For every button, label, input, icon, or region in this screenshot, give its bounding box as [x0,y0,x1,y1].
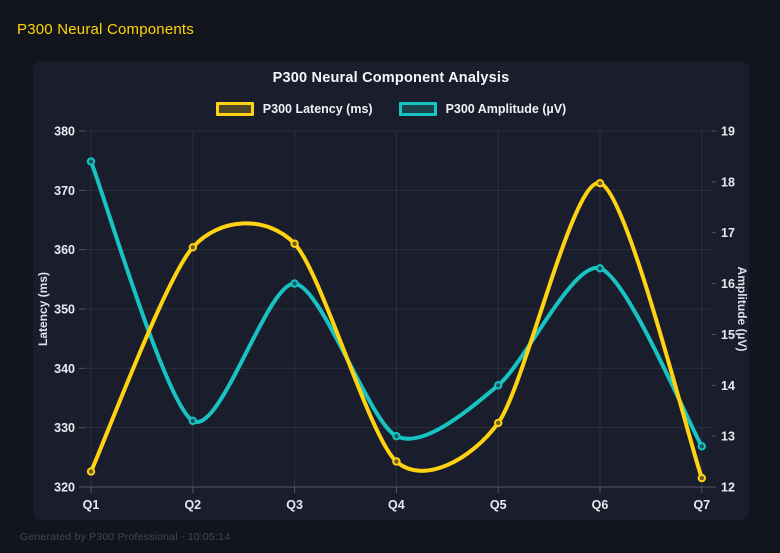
data-point [697,442,706,451]
data-point [494,381,503,390]
legend-swatch [398,102,437,116]
x-axis-tick-label: Q5 [490,498,507,512]
x-axis-tick-label: Q6 [592,498,609,512]
data-point [290,239,299,248]
footer-note: Generated by P300 Professional - 10:05:1… [20,531,231,543]
chart-title: P300 Neural Component Analysis [272,70,510,86]
chart-legend: P300 Latency (ms) P300 Amplitude (µV) [33,102,749,116]
x-axis-tick-label: Q2 [184,498,201,512]
chart-plot-area: 320 330 340 350 360 370 380 Q1 Q2 Q3 Q4 Q5 Q6 Q7 12 13 1… [36,125,749,513]
left-axis-title: Latency (ms) [36,272,50,346]
right-axis-tick-label: 14 [721,379,735,393]
right-axis-tick-label: 19 [721,125,735,139]
legend-item[interactable]: P300 Amplitude (µV) [398,102,567,116]
legend-swatch [215,102,254,116]
data-point [392,431,401,441]
left-axis-tick-label: 380 [54,125,75,139]
right-axis-tick-label: 12 [721,481,735,495]
right-axis-tick-label: 17 [721,226,735,240]
left-axis-tick-label: 330 [54,421,75,435]
x-axis-tick-label: Q4 [388,498,405,512]
left-axis-tick-label: 320 [54,481,75,495]
x-axis-tick-label: Q1 [83,498,100,512]
data-point [697,473,706,483]
right-axis-title: Amplitude (µV) [735,267,749,352]
data-point [595,179,605,188]
x-axis-tick-label: Q7 [693,498,710,512]
right-axis-tick-label: 13 [721,430,735,444]
left-axis-tick-label: 350 [54,303,75,317]
right-axis-tick-label: 15 [721,328,735,342]
left-axis-tick-label: 360 [54,243,75,257]
page-title: P300 Neural Components [17,21,195,38]
data-point [188,243,198,252]
right-axis-tick-label: 18 [721,175,735,189]
x-axis-tick-label: Q3 [286,498,303,512]
legend-item[interactable]: P300 Latency (ms) [215,102,373,116]
right-axis-tick-label: 16 [721,277,735,291]
legend-label: P300 Amplitude (µV) [445,102,567,116]
data-point [595,264,605,273]
data-point [392,457,401,466]
data-point [494,418,503,428]
left-axis-tick-label: 370 [54,184,75,198]
chart-panel: 320 330 340 350 360 370 380 Q1 Q2 Q3 Q4 Q5 Q6 Q7 12 13 1… [33,61,749,520]
data-point [86,467,96,476]
data-point [86,157,96,166]
legend-label: P300 Latency (ms) [262,102,373,116]
data-point [188,416,198,426]
data-point [290,279,299,288]
left-axis-tick-label: 340 [54,362,75,376]
